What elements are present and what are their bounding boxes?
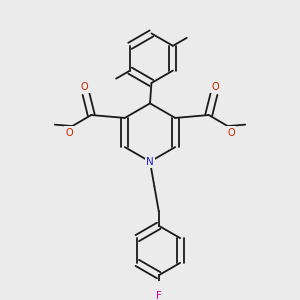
Text: O: O (65, 128, 73, 137)
Text: O: O (227, 128, 235, 137)
Text: O: O (81, 82, 88, 92)
Text: O: O (212, 82, 219, 92)
Text: N: N (146, 157, 154, 166)
Text: F: F (156, 291, 162, 300)
